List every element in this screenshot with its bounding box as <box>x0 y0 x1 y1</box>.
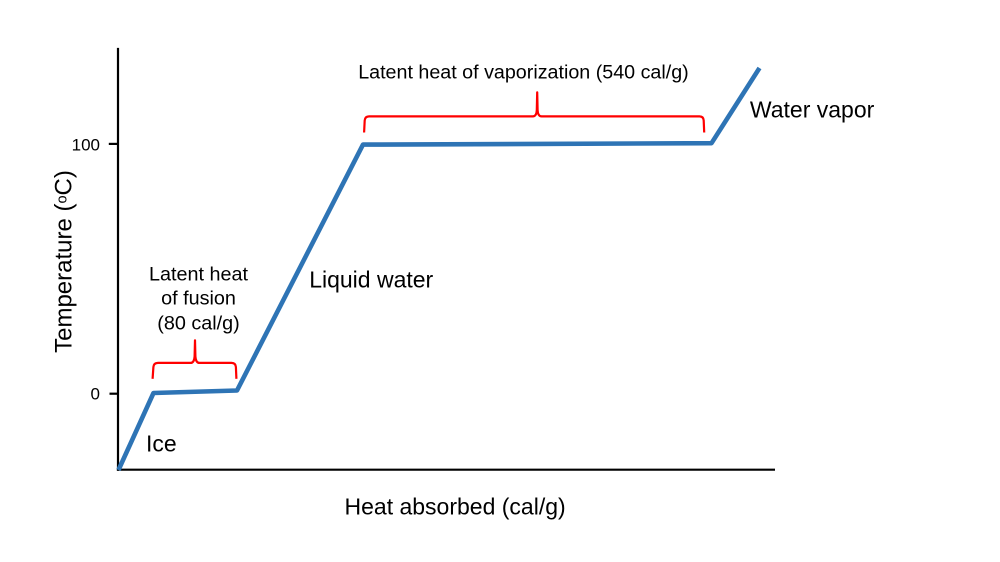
svg-text:Temperature (oC): Temperature (oC) <box>51 170 78 353</box>
svg-text:100: 100 <box>72 136 100 155</box>
svg-text:Heat absorbed (cal/g): Heat absorbed (cal/g) <box>345 494 566 520</box>
svg-text:Ice: Ice <box>146 431 177 457</box>
svg-text:0: 0 <box>91 385 100 404</box>
svg-text:(80 cal/g): (80 cal/g) <box>157 313 239 335</box>
svg-text:Liquid water: Liquid water <box>309 266 433 292</box>
svg-text:of fusion: of fusion <box>161 288 236 310</box>
svg-text:Latent heat of vaporization (5: Latent heat of vaporization (540 cal/g) <box>358 62 689 84</box>
svg-text:Latent heat: Latent heat <box>149 264 248 286</box>
svg-text:Water vapor: Water vapor <box>750 96 875 122</box>
